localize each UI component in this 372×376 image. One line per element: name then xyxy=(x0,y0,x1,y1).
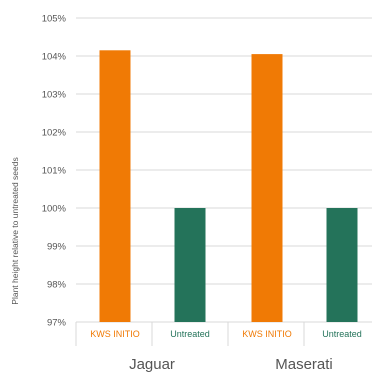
y-tick-label: 101% xyxy=(42,166,67,177)
bar xyxy=(174,208,206,322)
group-label: Jaguar xyxy=(129,356,175,373)
y-axis-label: Plant height relative to untreated seeds xyxy=(10,157,20,304)
bars xyxy=(99,50,358,323)
y-tick-labels: 97% 98% 99% 100% 101% 102% 103% 104% 105% xyxy=(42,14,67,329)
bar xyxy=(99,50,131,323)
y-tick-label: 102% xyxy=(42,128,67,139)
category-labels: KWS INITIO Untreated KWS INITIO Untreated xyxy=(90,329,362,339)
category-label: Untreated xyxy=(322,329,362,339)
category-label: KWS INITIO xyxy=(90,329,140,339)
y-tick-label: 97% xyxy=(47,318,67,329)
category-label: KWS INITIO xyxy=(242,329,292,339)
group-label: Maserati xyxy=(275,356,333,373)
y-tick-label: 99% xyxy=(47,242,67,253)
bar xyxy=(326,208,358,322)
y-tick-label: 105% xyxy=(42,14,67,25)
y-tick-label: 104% xyxy=(42,52,67,63)
y-tick-label: 98% xyxy=(47,280,67,291)
category-label: Untreated xyxy=(170,329,210,339)
y-tick-label: 103% xyxy=(42,90,67,101)
y-tick-label: 100% xyxy=(42,204,67,215)
bar xyxy=(251,54,283,322)
group-labels: Jaguar Maserati xyxy=(129,356,333,373)
